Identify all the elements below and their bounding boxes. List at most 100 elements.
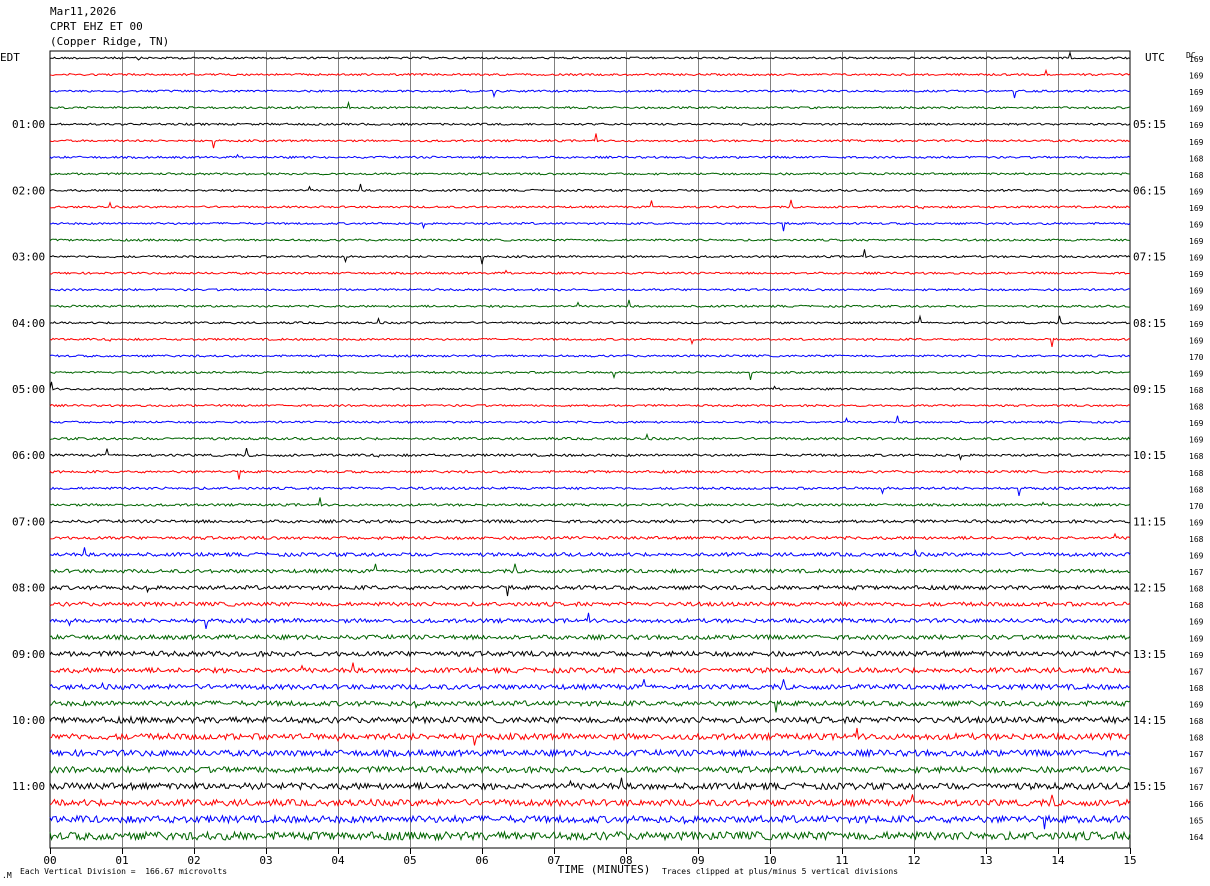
trace-row: [49, 584, 1131, 597]
x-tick-label: 12: [907, 854, 920, 867]
x-tick-label: 09: [691, 854, 704, 867]
right-hour-label: 09:15: [1133, 383, 1166, 396]
dc-value: 169: [1189, 369, 1204, 378]
right-hour-label: 13:15: [1133, 648, 1166, 661]
trace-row: [49, 415, 1131, 424]
dc-value: 168: [1189, 171, 1204, 180]
dc-value: 167: [1189, 750, 1204, 759]
dc-value: 169: [1189, 518, 1204, 527]
trace-row: [49, 432, 1131, 441]
dc-value: 168: [1189, 469, 1204, 478]
trace-row: [49, 601, 1131, 608]
left-hour-label: 01:00: [12, 118, 45, 131]
trace-row: [49, 727, 1131, 746]
dc-value: 169: [1189, 270, 1204, 279]
right-hour-label: 06:15: [1133, 184, 1166, 197]
dc-value: 168: [1189, 154, 1204, 163]
x-tick-label: 05: [403, 854, 416, 867]
right-hour-label: 12:15: [1133, 582, 1166, 595]
dc-value: 169: [1189, 336, 1204, 345]
trace-row: [49, 794, 1131, 808]
dc-value: 170: [1189, 502, 1204, 511]
dc-value: 164: [1189, 833, 1204, 842]
dc-value: 169: [1189, 634, 1204, 643]
trace-row: [50, 50, 1131, 61]
trace-row: [49, 699, 1131, 713]
left-hour-label: 06:00: [12, 449, 45, 462]
dc-value: 169: [1189, 552, 1204, 561]
dc-header-label: DC: [1186, 51, 1196, 60]
dc-value: 168: [1189, 485, 1204, 494]
dc-value: 167: [1189, 568, 1204, 577]
trace-row: [49, 370, 1131, 381]
trace-row: [49, 172, 1131, 176]
dc-value: 169: [1189, 700, 1204, 709]
trace-row: [49, 777, 1131, 792]
x-tick-label: 15: [1123, 854, 1136, 867]
x-tick-label: 13: [979, 854, 992, 867]
trace-row: [49, 532, 1131, 541]
dc-value: 166: [1189, 800, 1204, 809]
trace-row: [49, 612, 1131, 630]
trace-row: [49, 238, 1131, 242]
x-tick-label: 06: [475, 854, 488, 867]
left-hour-label: 08:00: [12, 582, 45, 595]
left-hour-label: 02:00: [12, 184, 45, 197]
trace-row: [49, 287, 1131, 292]
dc-value: 169: [1189, 419, 1204, 428]
dc-value: 167: [1189, 783, 1204, 792]
x-tick-label: 08: [619, 854, 632, 867]
trace-row: [49, 518, 1131, 524]
dc-value: 169: [1189, 121, 1204, 130]
left-hour-label: 04:00: [12, 317, 45, 330]
right-timezone-label: UTC: [1145, 51, 1165, 64]
left-hour-label: 03:00: [12, 251, 45, 264]
trace-row: [49, 633, 1131, 641]
right-hour-label: 15:15: [1133, 780, 1166, 793]
trace-row: [49, 221, 1131, 232]
trace-row: [49, 100, 1131, 110]
dc-value: 168: [1189, 386, 1204, 395]
x-tick-label: 07: [547, 854, 560, 867]
left-timezone-label: EDT: [0, 51, 20, 64]
trace-row: [49, 814, 1131, 830]
date-label: Mar11,2026: [50, 5, 117, 18]
dc-value: 169: [1189, 254, 1204, 263]
left-hour-label: 11:00: [12, 780, 45, 793]
trace-row: [49, 314, 1131, 325]
dc-value: 169: [1189, 187, 1204, 196]
trace-row: [49, 337, 1131, 347]
trace-row: [49, 249, 1131, 265]
dc-value: 168: [1189, 684, 1204, 693]
dc-value: 169: [1189, 320, 1204, 329]
x-tick-label: 02: [187, 854, 200, 867]
station-label: CPRT EHZ ET 00: [50, 20, 143, 33]
scale-note: Each Vertical Division = 166.67 microvol…: [20, 867, 228, 876]
trace-row: [49, 497, 1131, 507]
trace-row: [49, 469, 1131, 480]
right-hour-label: 08:15: [1133, 317, 1166, 330]
clip-note: Traces clipped at plus/minus 5 vertical …: [662, 867, 899, 876]
dc-value: 169: [1189, 618, 1204, 627]
trace-row: [49, 563, 1131, 575]
dc-value: 168: [1189, 535, 1204, 544]
dc-value: 169: [1189, 287, 1204, 296]
dc-value: 169: [1189, 72, 1204, 81]
x-tick-label: 01: [115, 854, 128, 867]
trace-row: [49, 354, 1131, 358]
dc-value: 169: [1189, 303, 1204, 312]
x-tick-label: 10: [763, 854, 776, 867]
right-hour-label: 10:15: [1133, 449, 1166, 462]
x-tick-label: 00: [43, 854, 56, 867]
right-hour-label: 14:15: [1133, 714, 1166, 727]
trace-row: [49, 662, 1131, 674]
dc-value: 169: [1189, 105, 1204, 114]
plot-frame: [49, 50, 1131, 849]
dc-value: 169: [1189, 651, 1204, 660]
dc-value: 169: [1189, 436, 1204, 445]
trace-row: [49, 748, 1131, 758]
corner-mark: .M: [2, 871, 12, 880]
dc-value: 169: [1189, 138, 1204, 147]
left-hour-label: 07:00: [12, 515, 45, 528]
